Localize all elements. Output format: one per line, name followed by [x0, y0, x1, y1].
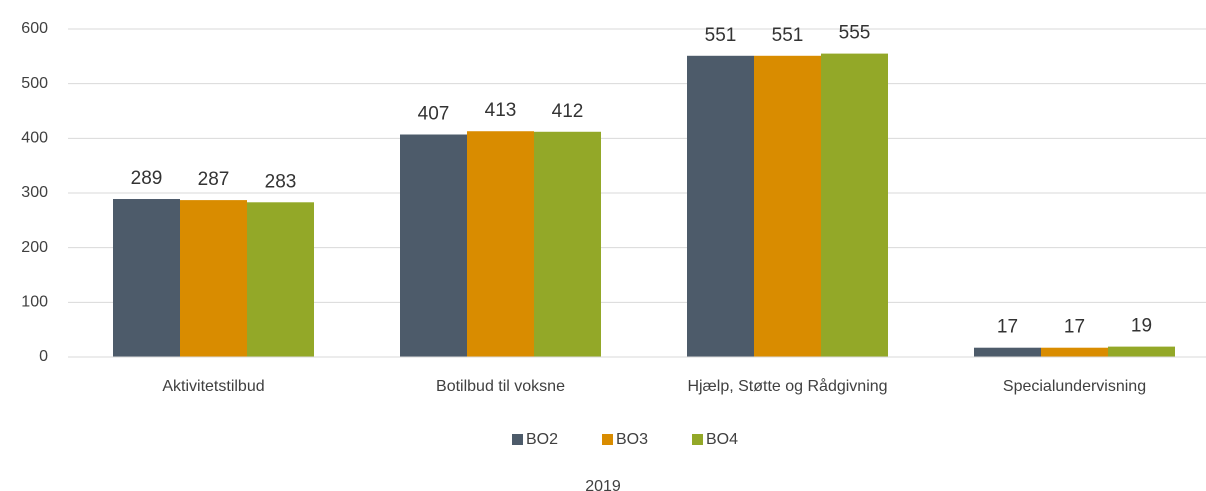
- bar: [754, 55, 821, 357]
- bar: [821, 53, 888, 357]
- legend-label: BO4: [706, 431, 738, 448]
- bar: [687, 55, 754, 357]
- x-tick-label: Specialundervisning: [1003, 378, 1146, 395]
- value-label: 17: [1064, 317, 1085, 338]
- y-tick-label: 400: [21, 130, 48, 147]
- value-label: 555: [839, 23, 871, 44]
- legend-label: BO2: [526, 431, 558, 448]
- bar: [467, 131, 534, 357]
- value-label: 289: [131, 168, 163, 189]
- bar: [400, 134, 467, 357]
- y-tick-label: 100: [21, 294, 48, 311]
- value-label: 283: [265, 171, 297, 192]
- y-tick-label: 600: [21, 20, 48, 37]
- bar: [974, 347, 1041, 357]
- legend-label: BO3: [616, 431, 648, 448]
- value-label: 17: [997, 317, 1018, 338]
- bar: [247, 202, 314, 357]
- legend-swatch: [602, 434, 613, 445]
- x-axis-label: 2019: [585, 478, 621, 491]
- bar: [1041, 347, 1108, 357]
- legend-swatch: [692, 434, 703, 445]
- value-label: 412: [552, 101, 584, 122]
- x-tick-label: Hjælp, Støtte og Rådgivning: [687, 377, 887, 395]
- x-tick-label: Aktivitetstilbud: [162, 378, 264, 395]
- y-tick-label: 500: [21, 75, 48, 92]
- value-label: 19: [1131, 316, 1152, 337]
- y-tick-label: 0: [39, 348, 48, 365]
- y-tick-label: 200: [21, 239, 48, 256]
- x-tick-label: Botilbud til voksne: [436, 378, 565, 395]
- value-label: 551: [772, 25, 804, 46]
- bar: [534, 131, 601, 357]
- bar: [113, 199, 180, 357]
- bar: [1108, 346, 1175, 357]
- y-tick-label: 300: [21, 184, 48, 201]
- legend-swatch: [512, 434, 523, 445]
- value-label: 407: [418, 104, 450, 125]
- bar: [180, 200, 247, 357]
- value-label: 551: [705, 25, 737, 46]
- value-label: 287: [198, 169, 230, 190]
- value-label: 413: [485, 100, 517, 121]
